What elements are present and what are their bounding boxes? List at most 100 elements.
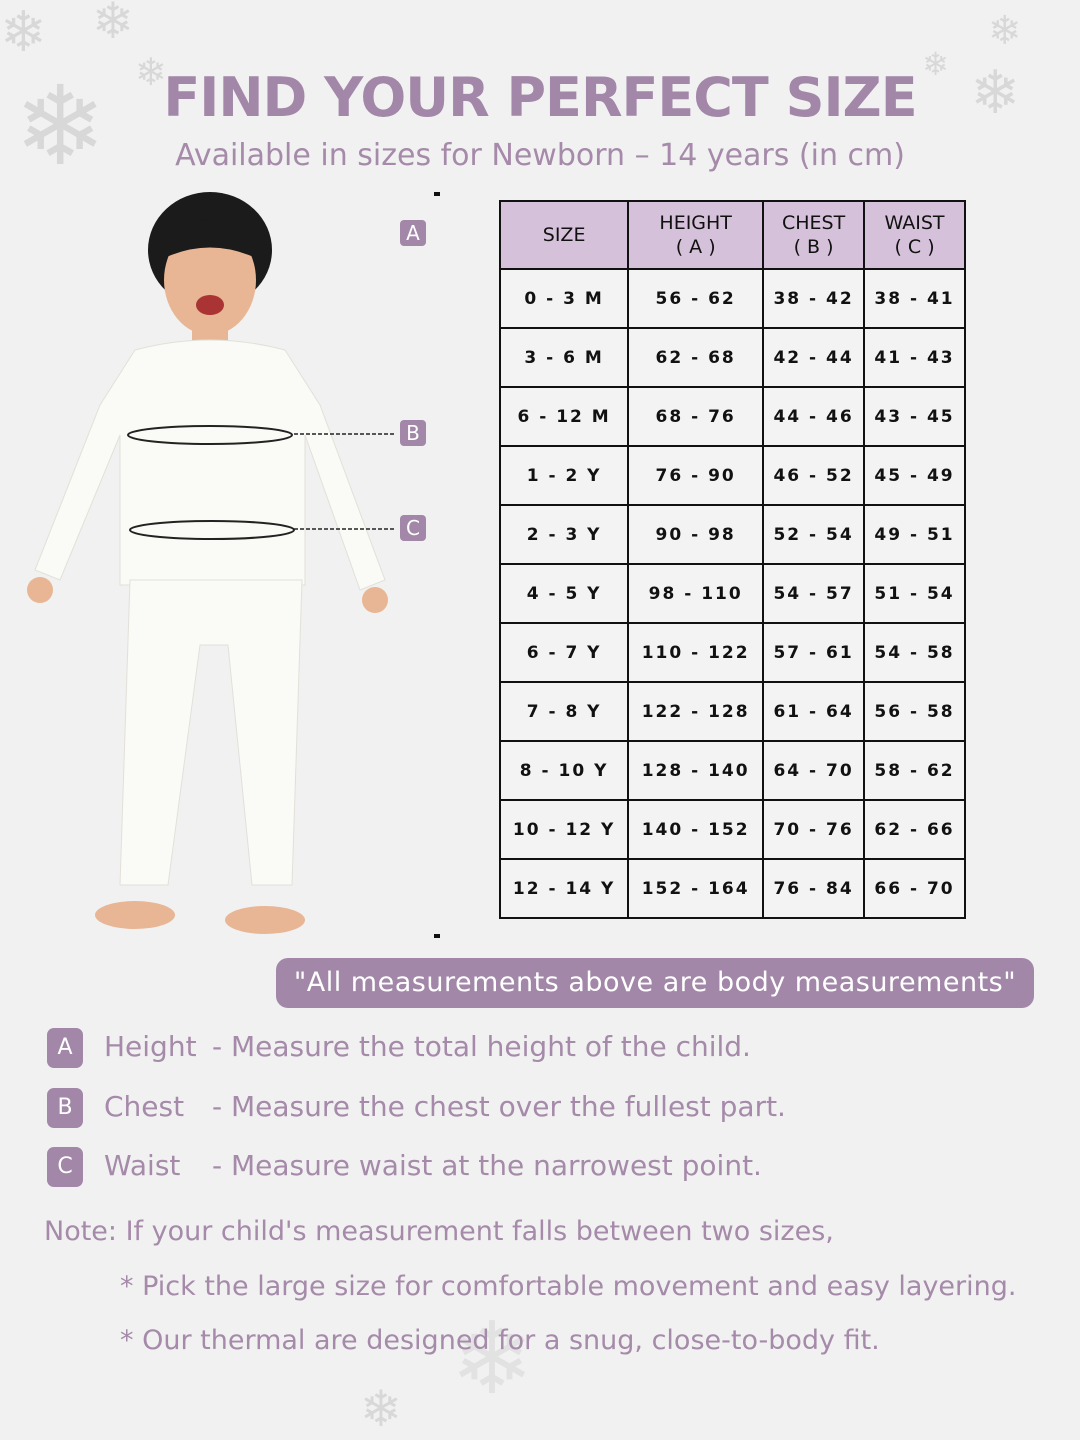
table-cell: 68 - 76 — [627, 386, 765, 447]
table-cell: 61 - 64 — [762, 681, 866, 742]
table-cell: 2 - 3 Y — [498, 504, 630, 565]
table-cell: 1 - 2 Y — [498, 445, 630, 506]
snowflake-icon: ❄ — [14, 62, 107, 190]
note-tip: * Our thermal are designed for a snug, c… — [120, 1325, 880, 1356]
snowflake-icon: ❄ — [360, 1380, 402, 1438]
column-header: CHEST( B ) — [762, 200, 866, 270]
table-cell: 38 - 42 — [762, 268, 866, 329]
table-cell: 122 - 128 — [627, 681, 765, 742]
definition-text: - Measure waist at the narrowest point. — [212, 1149, 762, 1182]
table-cell: 4 - 5 Y — [498, 563, 630, 624]
definition-height: Height - Measure the total height of the … — [104, 1030, 751, 1063]
column-header: HEIGHT( A ) — [627, 200, 765, 270]
table-row: 4 - 5 Y 98 - 110 54 - 57 51 - 54 — [498, 563, 966, 624]
child-illustration — [27, 192, 388, 934]
table-cell: 45 - 49 — [863, 445, 966, 506]
definition-text: - Measure the chest over the fullest par… — [212, 1090, 786, 1123]
snowflake-icon: ❄ — [922, 45, 949, 83]
table-cell: 66 - 70 — [863, 858, 966, 919]
table-cell: 7 - 8 Y — [498, 681, 630, 742]
header-line: ( B ) — [793, 236, 834, 258]
table-row: 3 - 6 M 62 - 68 42 - 44 41 - 43 — [498, 327, 966, 388]
table-cell: 62 - 66 — [863, 799, 966, 860]
header-line: SIZE — [542, 224, 586, 246]
header-line: CHEST — [781, 212, 846, 234]
column-header: SIZE — [498, 200, 630, 270]
table-cell: 51 - 54 — [863, 563, 966, 624]
snowflake-icon: ❄ — [450, 1300, 534, 1417]
table-cell: 70 - 76 — [762, 799, 866, 860]
header-line: HEIGHT — [659, 212, 732, 234]
table-row: 8 - 10 Y 128 - 140 64 - 70 58 - 62 — [498, 740, 966, 801]
badge-a: A — [47, 1028, 83, 1068]
table-cell: 41 - 43 — [863, 327, 966, 388]
waist-measure-loop — [129, 520, 295, 540]
table-cell: 110 - 122 — [627, 622, 765, 683]
table-cell: 64 - 70 — [762, 740, 866, 801]
table-cell: 3 - 6 M — [498, 327, 630, 388]
table-cell: 8 - 10 Y — [498, 740, 630, 801]
table-cell: 56 - 62 — [627, 268, 765, 329]
table-cell: 0 - 3 M — [498, 268, 630, 329]
table-cell: 52 - 54 — [762, 504, 866, 565]
table-cell: 128 - 140 — [627, 740, 765, 801]
table-cell: 57 - 61 — [762, 622, 866, 683]
table-cell: 49 - 51 — [863, 504, 966, 565]
table-cell: 56 - 58 — [863, 681, 966, 742]
snowflake-icon: ❄ — [135, 50, 167, 94]
size-table: SIZE HEIGHT( A ) CHEST( B ) WAIST( C ) 0 - … — [498, 200, 966, 919]
header-line: WAIST — [884, 212, 945, 234]
table-row: 6 - 7 Y 110 - 122 57 - 61 54 - 58 — [498, 622, 966, 683]
table-cell: 12 - 14 Y — [498, 858, 630, 919]
table-row: 2 - 3 Y 90 - 98 52 - 54 49 - 51 — [498, 504, 966, 565]
page-subtitle: Available in sizes for Newborn – 14 year… — [175, 138, 905, 173]
table-cell: 90 - 98 — [627, 504, 765, 565]
column-header: WAIST( C ) — [863, 200, 966, 270]
definition-label: Chest — [104, 1090, 185, 1123]
marker-a: A — [400, 220, 426, 246]
table-cell: 38 - 41 — [863, 268, 966, 329]
note-intro: Note: If your child's measurement falls … — [44, 1216, 834, 1247]
definition-waist: Waist - Measure waist at the narrowest po… — [104, 1149, 762, 1182]
definition-label: Height — [104, 1030, 197, 1063]
note-tip: * Pick the large size for comfortable mo… — [120, 1271, 1017, 1302]
marker-b: B — [400, 420, 426, 446]
table-cell: 6 - 7 Y — [498, 622, 630, 683]
table-row: 0 - 3 M 56 - 62 38 - 42 38 - 41 — [498, 268, 966, 329]
table-cell: 10 - 12 Y — [498, 799, 630, 860]
table-row: 7 - 8 Y 122 - 128 61 - 64 56 - 58 — [498, 681, 966, 742]
table-cell: 54 - 57 — [762, 563, 866, 624]
snowflake-icon: ❄ — [92, 0, 134, 50]
table-row: 6 - 12 M 68 - 76 44 - 46 43 - 45 — [498, 386, 966, 447]
table-row: 1 - 2 Y 76 - 90 46 - 52 45 - 49 — [498, 445, 966, 506]
definition-chest: Chest - Measure the chest over the fulles… — [104, 1090, 786, 1123]
table-cell: 46 - 52 — [762, 445, 866, 506]
table-cell: 140 - 152 — [627, 799, 765, 860]
snowflake-icon: ❄ — [970, 58, 1021, 128]
table-cell: 58 - 62 — [863, 740, 966, 801]
definition-label: Waist — [104, 1149, 181, 1182]
snowflake-icon: ❄ — [0, 0, 47, 65]
child-figure — [27, 192, 440, 938]
body-measurement-note: "All measurements above are body measure… — [276, 958, 1034, 1008]
table-cell: 76 - 84 — [762, 858, 866, 919]
table-row: 12 - 14 Y 152 - 164 76 - 84 66 - 70 — [498, 858, 966, 919]
table-cell: 98 - 110 — [627, 563, 765, 624]
definition-text: - Measure the total height of the child. — [212, 1030, 751, 1063]
table-row: 10 - 12 Y 140 - 152 70 - 76 62 - 66 — [498, 799, 966, 860]
table-cell: 6 - 12 M — [498, 386, 630, 447]
table-cell: 62 - 68 — [627, 327, 765, 388]
table-cell: 44 - 46 — [762, 386, 866, 447]
chest-measure-loop — [127, 425, 293, 445]
marker-c: C — [400, 515, 426, 541]
badge-b: B — [47, 1088, 83, 1128]
page-title: FIND YOUR PERFECT SIZE — [163, 66, 917, 129]
table-cell: 42 - 44 — [762, 327, 866, 388]
snowflake-icon: ❄ — [988, 8, 1022, 54]
table-cell: 54 - 58 — [863, 622, 966, 683]
header-line: ( A ) — [675, 236, 716, 258]
table-cell: 76 - 90 — [627, 445, 765, 506]
badge-c: C — [47, 1147, 83, 1187]
header-line: ( C ) — [894, 236, 935, 258]
table-cell: 152 - 164 — [627, 858, 765, 919]
